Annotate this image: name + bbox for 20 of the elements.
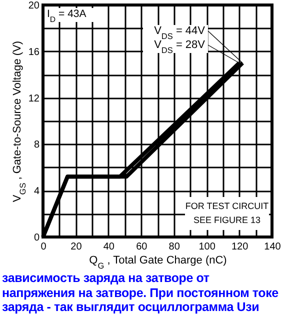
annotation: I$_{D}$ = 43A — [47, 8, 86, 24]
legend-label: V$_{DS}$ = 28V — [154, 39, 206, 54]
x-axis-title: Q$_{G}$ , Total Gate Charge (nC) — [89, 254, 227, 270]
x-tick-label: 100 — [198, 242, 216, 252]
text: зависимость заряда на затворе от напряжения на затворе. При постоянном токе заряда - так выглядит осциллограмма Uзи — [1, 271, 280, 314]
x-tick-label: 140 — [264, 242, 282, 252]
x-tick-label: 40 — [103, 242, 115, 252]
y-tick-label: 20 — [28, 0, 40, 12]
y-tick-label: 8 — [34, 140, 40, 151]
x-tick-label: 60 — [136, 242, 148, 252]
x-tick-label: 20 — [70, 242, 82, 252]
y-tick-label: 12 — [28, 93, 40, 104]
y-tick-label: 0 — [34, 232, 40, 244]
x-tick-label: 120 — [231, 242, 249, 252]
y-tick-label: 16 — [28, 46, 40, 58]
x-tick-label: 80 — [168, 242, 180, 252]
text: V$_{DS}$ = 44V — [154, 25, 206, 40]
y-tick-label: 4 — [34, 186, 40, 198]
x-tick-label: 0 — [40, 242, 47, 252]
annotation: FOR TEST CIRCUIT SEE FIGURE 13 — [185, 201, 270, 225]
